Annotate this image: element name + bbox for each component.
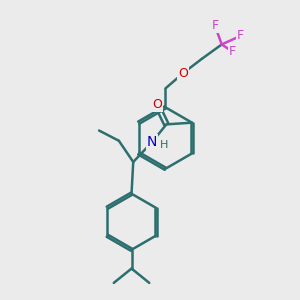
- Text: N: N: [147, 135, 157, 149]
- Text: F: F: [237, 29, 244, 42]
- Text: O: O: [152, 98, 162, 111]
- Text: H: H: [160, 140, 168, 150]
- Text: O: O: [178, 67, 188, 80]
- Text: F: F: [211, 19, 218, 32]
- Text: F: F: [228, 45, 236, 58]
